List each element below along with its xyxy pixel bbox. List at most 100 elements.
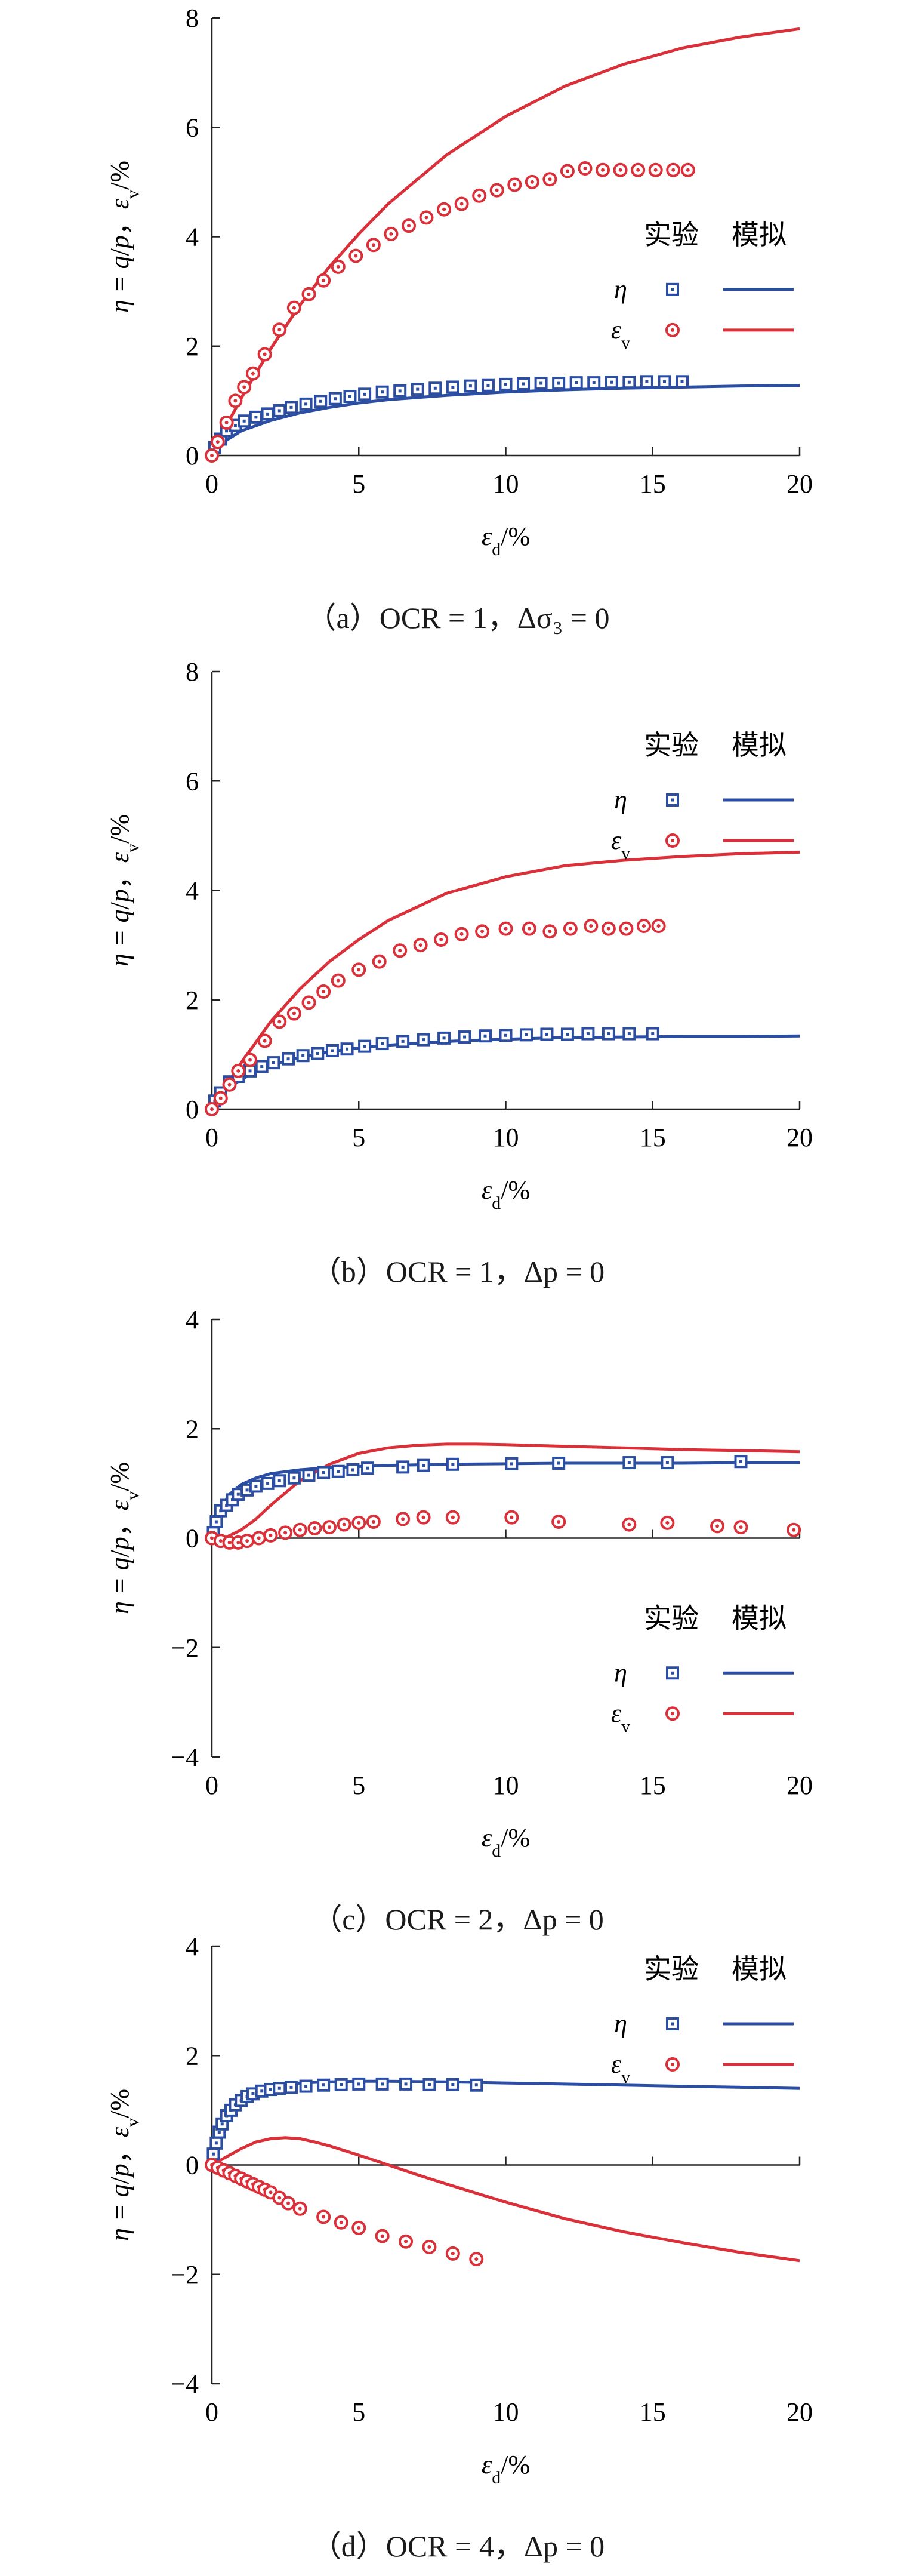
data-point-square-dot <box>316 1052 319 1055</box>
y-tick-label: 4 <box>186 1932 199 1961</box>
y-tick-label: −2 <box>171 1633 199 1663</box>
x-axis-label: εd/% <box>482 1175 530 1213</box>
y-tick-label: −2 <box>171 2260 199 2289</box>
data-point-circle-dot <box>421 1515 425 1519</box>
data-point-square-dot <box>286 1057 290 1061</box>
data-point-square-dot <box>211 2152 215 2156</box>
data-point-circle-dot <box>624 927 628 931</box>
data-point-square-dot <box>233 424 237 427</box>
sim-curve <box>210 2079 800 2166</box>
y-axis-label: η = q/p，εv/% <box>105 1462 143 1614</box>
data-point-square-dot <box>427 2083 431 2086</box>
data-point-circle-dot <box>606 927 610 931</box>
y-tick-label: 2 <box>186 2041 199 2070</box>
data-point-circle-dot <box>656 924 661 928</box>
data-point-square-dot <box>322 2083 325 2087</box>
data-point-square-dot <box>566 1032 569 1036</box>
y-tick-label: 2 <box>186 1414 199 1444</box>
data-point-circle-dot <box>377 959 381 964</box>
y-tick-label: −4 <box>171 1743 199 1772</box>
data-point-square-dot <box>404 2082 408 2086</box>
data-point-circle-dot <box>224 421 229 425</box>
data-point-circle-dot <box>322 278 326 282</box>
data-point-square-dot <box>539 381 543 385</box>
data-point-square-dot <box>557 381 560 385</box>
data-point-square-dot <box>662 380 666 383</box>
data-point-circle-dot <box>548 930 552 934</box>
data-point-circle-dot <box>218 1539 223 1543</box>
figure-caption: （a）OCR = 1，Δσ₃ = 0 <box>306 601 610 635</box>
data-point-circle-dot <box>618 168 622 172</box>
data-point-circle-dot <box>298 2206 302 2211</box>
data-point-square-dot <box>260 2089 264 2093</box>
data-point-circle-dot <box>715 1524 720 1528</box>
data-point-circle-dot <box>739 1525 743 1529</box>
data-point-square-dot <box>277 409 281 413</box>
data-point-circle-dot <box>269 2190 273 2195</box>
data-point-square-dot <box>269 2088 272 2091</box>
data-point-square-dot <box>340 2083 343 2086</box>
data-point-circle-dot <box>477 193 482 198</box>
x-tick-label: 10 <box>493 469 519 498</box>
x-tick-label: 5 <box>352 2398 365 2427</box>
data-point-square-dot <box>322 1471 325 1475</box>
data-point-square-dot <box>277 2086 281 2090</box>
data-point-square-dot <box>334 397 337 401</box>
data-point-circle-dot <box>601 168 605 172</box>
data-point-circle-dot <box>336 978 340 983</box>
x-tick-label: 10 <box>493 2398 519 2427</box>
data-point-square-dot <box>217 2131 221 2134</box>
y-axis-label: η = q/p，εv/% <box>105 814 143 967</box>
data-point-circle-dot <box>671 168 676 172</box>
data-point-circle-dot <box>504 927 508 931</box>
data-point-circle-dot <box>277 2196 282 2200</box>
data-point-circle-dot <box>218 1096 223 1100</box>
data-point-square-dot <box>225 429 229 433</box>
sim-curve <box>211 2136 800 2263</box>
data-point-square-dot <box>665 1461 669 1464</box>
data-point-circle-dot <box>792 1528 796 1532</box>
data-point-square-dot <box>586 1032 590 1036</box>
data-point-circle-dot <box>627 1522 631 1526</box>
y-tick-label: 2 <box>186 332 199 361</box>
data-point-circle-dot <box>451 1515 455 1519</box>
data-point-square-dot <box>433 386 437 390</box>
x-axis-label: εd/% <box>482 2450 530 2488</box>
data-point-square-dot <box>645 380 649 383</box>
data-point-square-dot <box>416 387 420 391</box>
y-tick-label: 4 <box>186 1305 199 1334</box>
data-point-circle-dot <box>653 168 658 172</box>
data-point-circle-dot <box>527 927 531 931</box>
legend-header-sim: 模拟 <box>732 1602 787 1634</box>
data-point-square-dot <box>357 2082 360 2086</box>
data-point-circle-dot <box>307 292 311 296</box>
data-point-circle-dot <box>342 1522 346 1526</box>
data-point-square-dot <box>214 1520 218 1524</box>
data-point-square-dot <box>337 1470 340 1473</box>
data-point-circle-dot <box>277 328 282 332</box>
y-tick-label: 8 <box>186 4 199 33</box>
y-tick-label: 0 <box>186 441 199 470</box>
data-point-circle-dot <box>339 2220 343 2224</box>
data-point-circle-dot <box>357 1521 361 1525</box>
data-point-square-dot <box>545 1032 548 1036</box>
data-point-circle-dot <box>439 937 443 941</box>
x-tick-label: 20 <box>787 2398 813 2427</box>
data-point-square-dot <box>483 1034 487 1038</box>
data-point-circle-dot <box>210 454 214 457</box>
data-point-square-dot <box>627 1032 631 1036</box>
sim-curve <box>210 27 800 457</box>
data-point-square-dot <box>277 1479 281 1482</box>
data-point-square-dot <box>474 2083 478 2087</box>
data-point-square-dot <box>504 383 507 386</box>
data-point-circle-dot <box>227 1540 232 1544</box>
data-point-square-dot <box>522 382 525 386</box>
data-point-square-dot <box>627 380 631 384</box>
data-point-square-dot <box>251 2092 255 2095</box>
x-tick-label: 0 <box>205 1771 218 1800</box>
x-tick-label: 5 <box>352 469 365 498</box>
legend-header-sim: 模拟 <box>732 1953 787 1985</box>
data-point-circle-dot <box>510 1515 514 1519</box>
x-tick-label: 20 <box>787 1123 813 1152</box>
data-point-circle-dot <box>236 1069 240 1073</box>
